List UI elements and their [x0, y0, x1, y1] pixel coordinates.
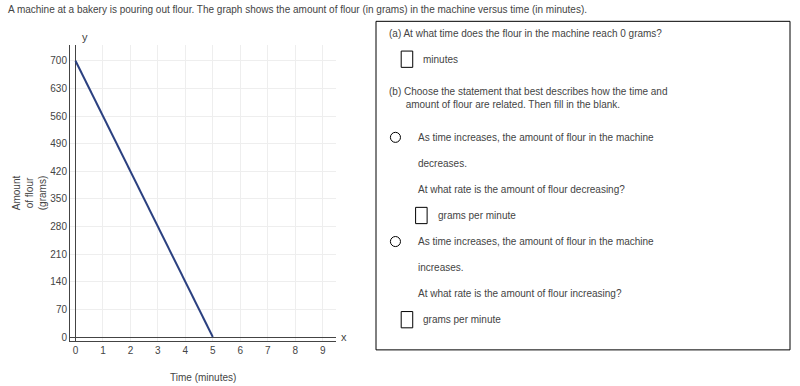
svg-text:At what rate is the amount of: At what rate is the amount of flour incr…: [418, 288, 622, 299]
svg-text:Time (minutes): Time (minutes): [170, 372, 236, 383]
svg-text:y: y: [82, 31, 88, 43]
svg-text:grams per minute: grams per minute: [438, 210, 516, 221]
svg-text:grams per minute: grams per minute: [423, 314, 501, 325]
svg-text:decreases.: decreases.: [418, 158, 467, 169]
svg-text:70: 70: [56, 304, 68, 315]
svg-text:9: 9: [320, 345, 326, 356]
svg-text:210: 210: [50, 249, 67, 260]
svg-text:5: 5: [210, 345, 216, 356]
svg-text:3: 3: [155, 345, 161, 356]
svg-text:420: 420: [50, 166, 67, 177]
svg-text:0: 0: [61, 332, 67, 343]
svg-text:280: 280: [50, 221, 67, 232]
svg-text:Amountof flour(grams): Amountof flour(grams): [11, 176, 48, 211]
svg-text:560: 560: [50, 111, 67, 122]
svg-text:6: 6: [237, 345, 243, 356]
svg-text:490: 490: [50, 138, 67, 149]
svg-text:8: 8: [292, 345, 298, 356]
svg-text:2: 2: [128, 345, 134, 356]
svg-text:minutes: minutes: [423, 54, 458, 65]
svg-text:7: 7: [265, 345, 271, 356]
svg-text:At what rate is the amount of: At what rate is the amount of flour decr…: [418, 184, 625, 195]
svg-text:630: 630: [50, 83, 67, 94]
svg-text:0: 0: [73, 345, 79, 356]
svg-text:A machine at a bakery is pouri: A machine at a bakery is pouring out flo…: [8, 4, 587, 15]
svg-text:140: 140: [50, 276, 67, 287]
svg-text:4: 4: [183, 345, 189, 356]
svg-text:(a) At what time does the flou: (a) At what time does the flour in the m…: [389, 28, 662, 39]
svg-text:As time increases, the amount: As time increases, the amount of flour i…: [418, 236, 654, 247]
svg-text:x: x: [341, 331, 347, 343]
svg-text:(b) Choose the statement that: (b) Choose the statement that best descr…: [389, 86, 668, 110]
svg-text:As time increases, the amount: As time increases, the amount of flour i…: [418, 132, 654, 143]
svg-text:700: 700: [50, 55, 67, 66]
svg-text:increases.: increases.: [418, 262, 464, 273]
svg-text:1: 1: [100, 345, 106, 356]
svg-text:350: 350: [50, 193, 67, 204]
